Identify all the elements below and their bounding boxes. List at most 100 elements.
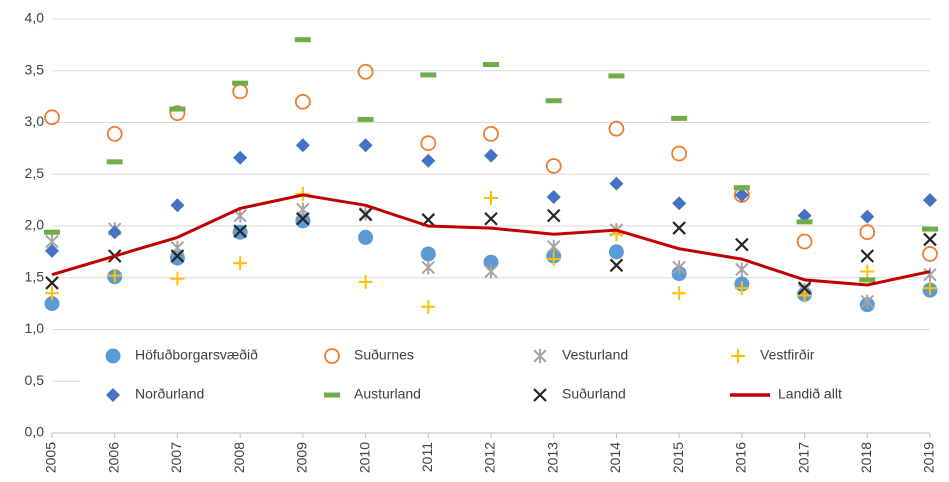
point bbox=[484, 148, 498, 163]
point bbox=[358, 138, 373, 153]
point bbox=[233, 256, 248, 271]
point bbox=[923, 193, 937, 208]
legend-marker bbox=[106, 388, 120, 402]
point bbox=[420, 135, 437, 152]
point bbox=[608, 244, 624, 260]
y-tick-label: 4,0 bbox=[25, 10, 45, 26]
point bbox=[169, 250, 185, 266]
legend-label: Norðurland bbox=[135, 386, 204, 402]
x-tick-label: 2006 bbox=[105, 442, 121, 473]
point bbox=[923, 232, 937, 247]
point bbox=[295, 138, 310, 153]
x-tick-label: 2011 bbox=[419, 442, 435, 472]
point bbox=[860, 294, 874, 309]
point bbox=[672, 260, 686, 275]
y-tick-label: 2,0 bbox=[25, 217, 45, 233]
x-tick-label: 2005 bbox=[43, 442, 59, 473]
point bbox=[169, 106, 186, 112]
point bbox=[296, 211, 310, 226]
point bbox=[672, 196, 687, 211]
x-tick-label: 2007 bbox=[168, 442, 184, 473]
point bbox=[233, 224, 247, 238]
x-tick-label: 2009 bbox=[294, 442, 310, 473]
x-tick-label: 2010 bbox=[356, 442, 372, 473]
point bbox=[357, 116, 374, 122]
point bbox=[358, 207, 373, 222]
legend-label: Vestfirðir bbox=[760, 347, 815, 363]
point bbox=[483, 254, 499, 270]
point bbox=[233, 150, 248, 165]
point bbox=[107, 225, 122, 240]
point bbox=[44, 229, 60, 235]
legend-label: Höfuðborgarsvæðið bbox=[135, 347, 258, 363]
x-tick-label: 2012 bbox=[482, 442, 498, 473]
point bbox=[923, 267, 937, 282]
legend-box bbox=[80, 338, 946, 414]
x-tick-label: 2008 bbox=[231, 442, 247, 473]
point bbox=[545, 158, 562, 174]
point bbox=[860, 249, 875, 263]
point bbox=[420, 246, 436, 262]
point bbox=[860, 209, 875, 224]
point bbox=[796, 219, 813, 225]
point bbox=[797, 281, 812, 295]
point bbox=[232, 83, 249, 100]
point bbox=[797, 208, 812, 223]
point bbox=[106, 159, 123, 165]
point bbox=[169, 105, 186, 122]
point bbox=[421, 260, 435, 275]
point bbox=[484, 264, 498, 279]
point bbox=[483, 62, 499, 68]
series-line bbox=[51, 193, 931, 287]
point bbox=[170, 249, 185, 263]
point bbox=[170, 271, 185, 286]
y-tick-label: 0,0 bbox=[25, 424, 45, 440]
legend-label: Austurland bbox=[354, 386, 421, 402]
point bbox=[44, 109, 60, 126]
point bbox=[358, 274, 373, 289]
point bbox=[295, 213, 311, 229]
point bbox=[922, 246, 938, 262]
legend-marker bbox=[731, 349, 745, 363]
point bbox=[546, 208, 561, 223]
legend-label: Vesturland bbox=[562, 347, 628, 363]
point bbox=[546, 252, 561, 267]
point bbox=[484, 211, 498, 226]
y-tick-label: 1,0 bbox=[25, 320, 45, 336]
legend-marker bbox=[324, 392, 340, 398]
y-tick-label: 0,5 bbox=[25, 372, 45, 388]
point bbox=[859, 224, 876, 241]
point bbox=[671, 145, 688, 162]
point bbox=[734, 187, 749, 202]
x-tick-label: 2016 bbox=[733, 442, 749, 473]
point bbox=[608, 120, 625, 137]
point bbox=[922, 226, 938, 232]
y-tick-label: 3,5 bbox=[25, 61, 45, 77]
point bbox=[358, 229, 374, 245]
point bbox=[45, 243, 59, 258]
y-tick-label: 3,0 bbox=[25, 113, 45, 129]
point bbox=[860, 264, 875, 279]
point bbox=[859, 277, 876, 283]
point bbox=[547, 239, 561, 254]
point bbox=[734, 281, 749, 296]
x-tick-label: 2018 bbox=[858, 442, 874, 473]
point bbox=[672, 286, 687, 301]
point bbox=[232, 80, 249, 86]
point bbox=[421, 299, 436, 314]
point bbox=[735, 262, 749, 277]
legend-marker bbox=[105, 348, 121, 364]
point bbox=[796, 233, 813, 250]
point bbox=[545, 98, 562, 104]
x-tick-label: 2017 bbox=[795, 442, 811, 473]
point bbox=[420, 72, 437, 78]
point bbox=[484, 191, 498, 206]
point bbox=[483, 125, 499, 142]
legend-label: Landið allt bbox=[778, 386, 842, 402]
legend-label: Suðurnes bbox=[354, 347, 414, 363]
point bbox=[107, 268, 122, 283]
point bbox=[923, 281, 937, 296]
legend-label: Suðurland bbox=[562, 386, 626, 402]
legend-marker bbox=[533, 388, 547, 402]
